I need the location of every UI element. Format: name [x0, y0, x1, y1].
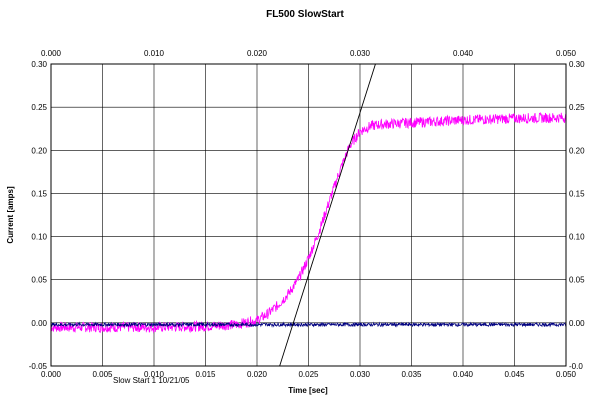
chart-footnote: Slow Start 1 10/21/05 — [113, 376, 190, 385]
x-tick-label: 0.050 — [556, 370, 577, 379]
tick-labels: 0.000 0.005 0.010 0.015 0.020 0.025 0.030 0.035… — [29, 49, 585, 379]
y-tick-label: 0.00 — [31, 319, 47, 328]
x-tick-label: 0.035 — [401, 370, 422, 379]
y-right-tick-label: -0.0 — [569, 362, 583, 371]
x-tick-label: 0.010 — [144, 370, 165, 379]
y-tick-label: 0.15 — [31, 189, 47, 198]
y-right-tick-label: 0.00 — [569, 319, 585, 328]
y-axis-label: Current [amps] — [6, 186, 15, 244]
x-tick-label: 0.015 — [195, 370, 216, 379]
x-top-tick-label: 0.040 — [453, 49, 474, 58]
y-right-tick-label: 0.05 — [569, 276, 585, 285]
x-top-tick-label: 0.000 — [41, 49, 62, 58]
x-axis-label: Time [sec] — [288, 386, 328, 395]
series-line-0 — [50, 112, 567, 334]
x-tick-label: 0.040 — [453, 370, 474, 379]
y-tick-label: 0.25 — [31, 103, 47, 112]
x-tick-label: 0.020 — [247, 370, 268, 379]
plot-frame — [50, 63, 567, 367]
x-tick-label: 0.045 — [504, 370, 525, 379]
x-top-tick-label: 0.010 — [144, 49, 165, 58]
y-right-tick-label: 0.10 — [569, 233, 585, 242]
series-line-1 — [50, 321, 567, 328]
x-tick-label: 0.000 — [41, 370, 62, 379]
x-top-tick-label: 0.030 — [350, 49, 371, 58]
y-right-tick-label: 0.20 — [569, 146, 585, 155]
series-line-2 — [279, 63, 376, 367]
x-tick-label: 0.025 — [298, 370, 319, 379]
x-tick-label: 0.005 — [92, 370, 113, 379]
x-top-tick-label: 0.050 — [556, 49, 577, 58]
y-right-tick-label: 0.15 — [569, 189, 585, 198]
series-group — [50, 63, 567, 367]
y-tick-label: -0.05 — [29, 362, 48, 371]
x-top-tick-label: 0.020 — [247, 49, 268, 58]
x-tick-label: 0.030 — [350, 370, 371, 379]
y-tick-label: 0.05 — [31, 276, 47, 285]
y-right-tick-label: 0.30 — [569, 60, 585, 69]
grid — [50, 63, 567, 367]
y-tick-label: 0.30 — [31, 60, 47, 69]
chart-title: FL500 SlowStart — [266, 9, 344, 20]
y-tick-label: 0.10 — [31, 233, 47, 242]
y-right-tick-label: 0.25 — [569, 103, 585, 112]
y-tick-label: 0.20 — [31, 146, 47, 155]
